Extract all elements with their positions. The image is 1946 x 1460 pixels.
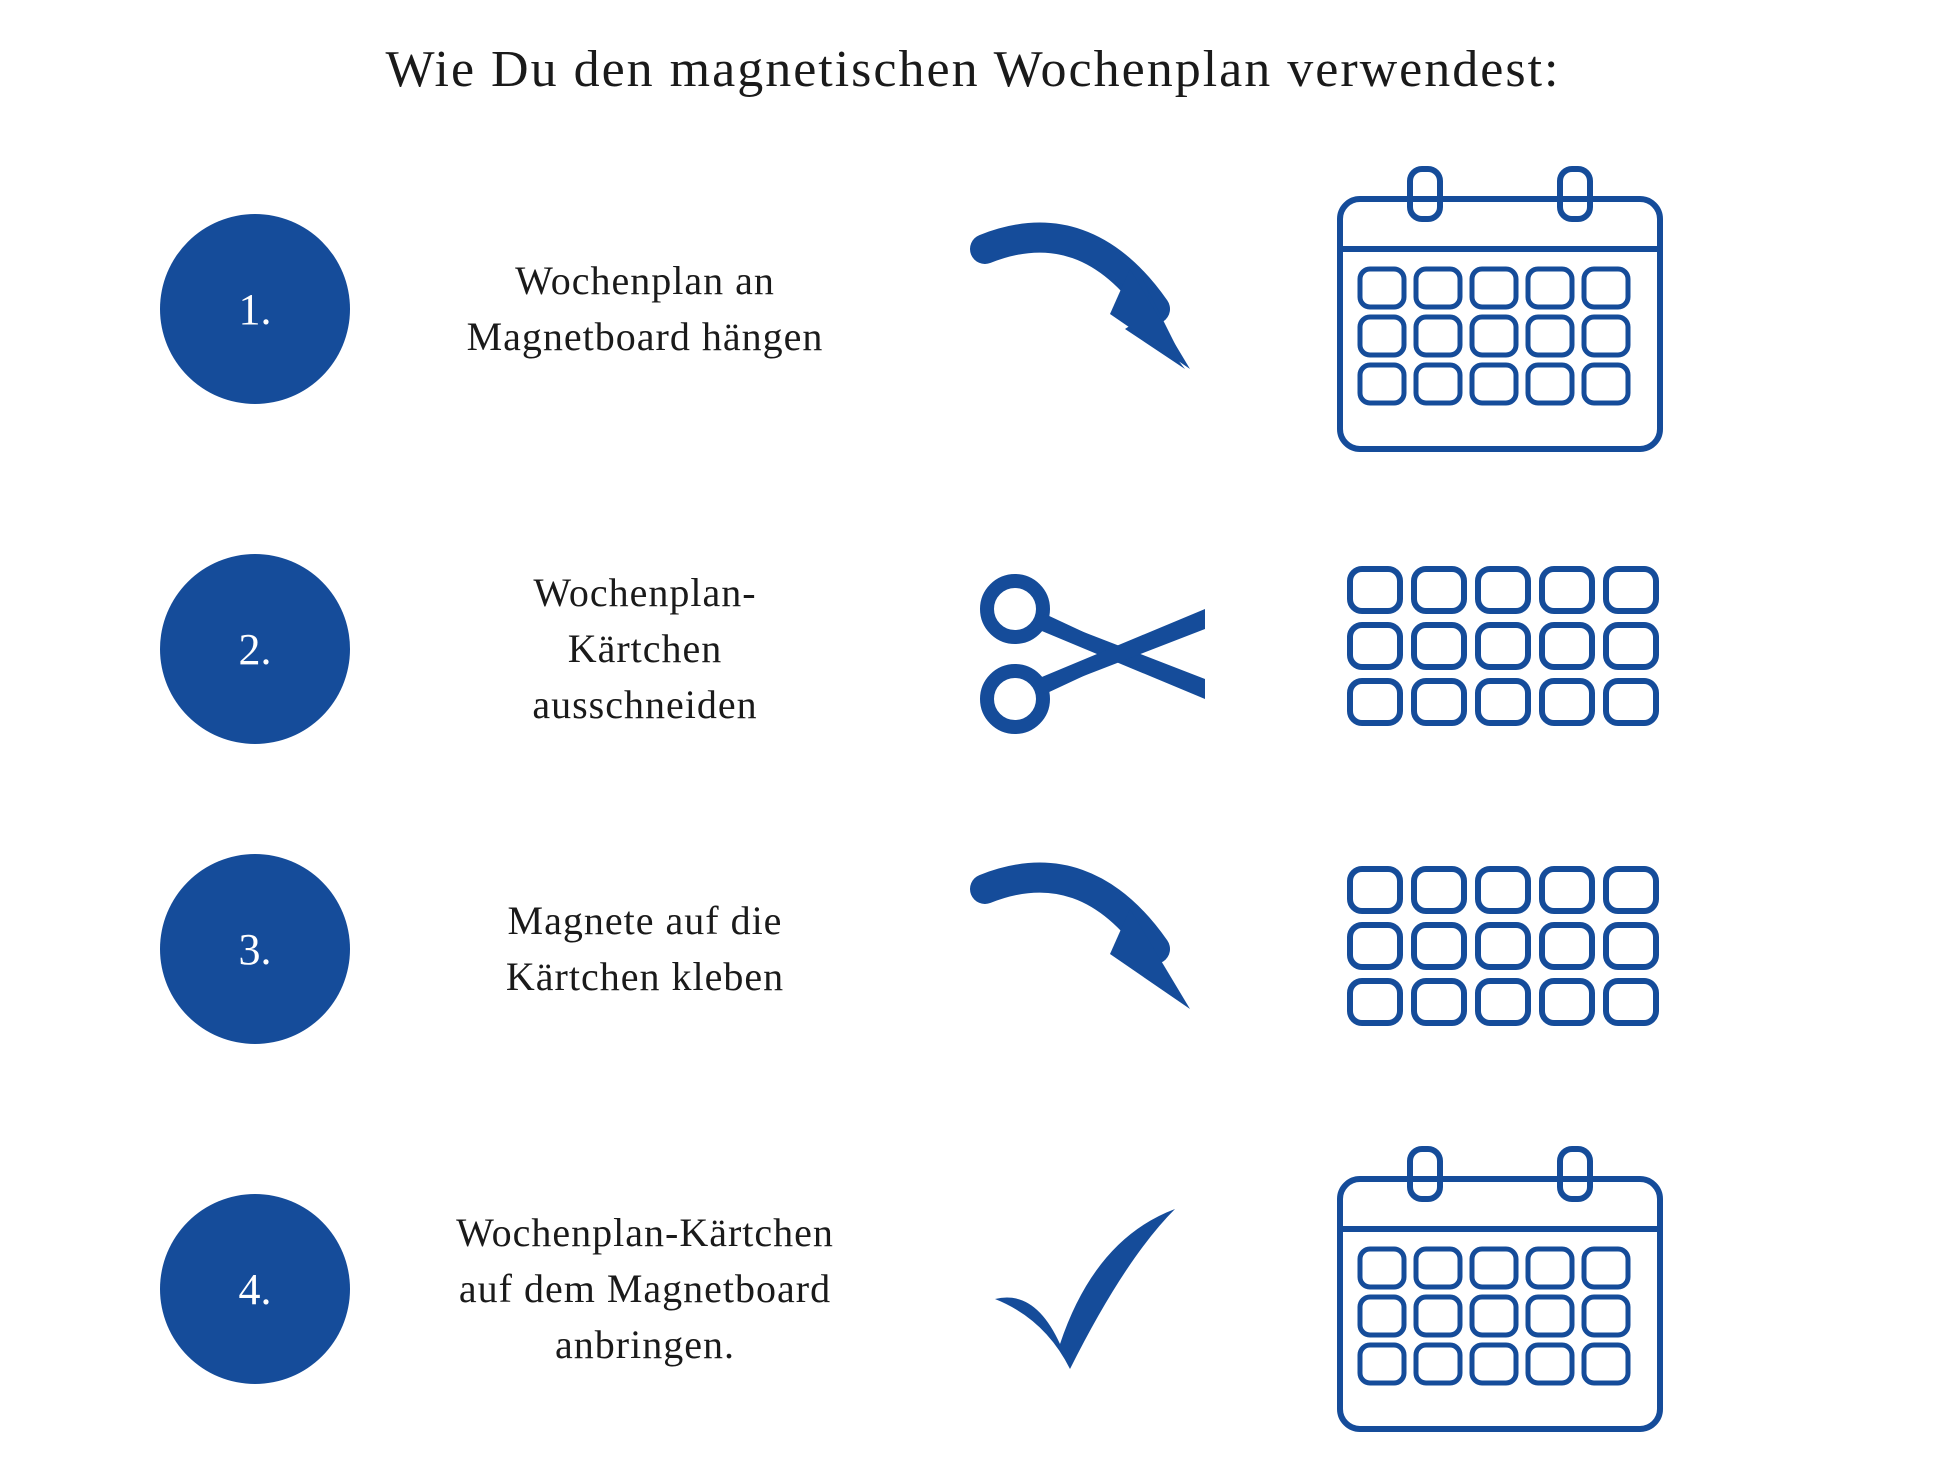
- step-row-4: 4. Wochenplan-Kärtchen auf dem Magnetboa…: [100, 1139, 1846, 1439]
- step-text-4: Wochenplan-Kärtchen auf dem Magnetboard …: [420, 1205, 870, 1373]
- cards-grid-icon: [1300, 559, 1700, 739]
- step-text-2: Wochenplan- Kärtchen ausschneiden: [420, 565, 870, 733]
- step-text-2-l3: ausschneiden: [532, 682, 757, 727]
- step-text-4-l2: auf dem Magnetboard: [459, 1266, 831, 1311]
- step-row-2: 2. Wochenplan- Kärtchen ausschneiden: [100, 539, 1846, 759]
- scissors-icon: [910, 539, 1260, 759]
- step-text-3-l1: Magnete auf die: [508, 898, 783, 943]
- step-text-1-l1: Wochenplan an: [515, 258, 775, 303]
- step-text-3-l2: Kärtchen kleben: [506, 954, 784, 999]
- page-title: Wie Du den magnetischen Wochenplan verwe…: [100, 40, 1846, 99]
- step-text-1-l2: Magnetboard hängen: [467, 314, 824, 359]
- arrow-curve-icon-2: [910, 839, 1260, 1059]
- step-row-1: 1. Wochenplan an Magnetboard hängen: [100, 159, 1846, 459]
- step-text-3: Magnete auf die Kärtchen kleben: [420, 893, 870, 1005]
- step-text-2-l1: Wochenplan-: [533, 570, 756, 615]
- step-number-2: 2.: [239, 624, 272, 675]
- step-number-circle-4: 4.: [160, 1194, 350, 1384]
- step-text-4-l1: Wochenplan-Kärtchen: [456, 1210, 834, 1255]
- step-number-circle-3: 3.: [160, 854, 350, 1044]
- step-number-circle-2: 2.: [160, 554, 350, 744]
- step-number-4: 4.: [239, 1264, 272, 1315]
- step-text-2-l2: Kärtchen: [568, 626, 723, 671]
- step-text-4-l3: anbringen.: [555, 1322, 735, 1367]
- cards-grid-icon-2: [1300, 859, 1700, 1039]
- step-number-circle-1: 1.: [160, 214, 350, 404]
- step-row-3: 3. Magnete auf die Kärtchen kleben: [100, 839, 1846, 1059]
- calendar-icon: [1300, 159, 1700, 459]
- step-text-1: Wochenplan an Magnetboard hängen: [420, 253, 870, 365]
- arrow-curve-icon: [910, 199, 1260, 419]
- step-number-1: 1.: [239, 284, 272, 335]
- checkmark-icon: [910, 1189, 1260, 1389]
- calendar-icon-2: [1300, 1139, 1700, 1439]
- step-number-3: 3.: [239, 924, 272, 975]
